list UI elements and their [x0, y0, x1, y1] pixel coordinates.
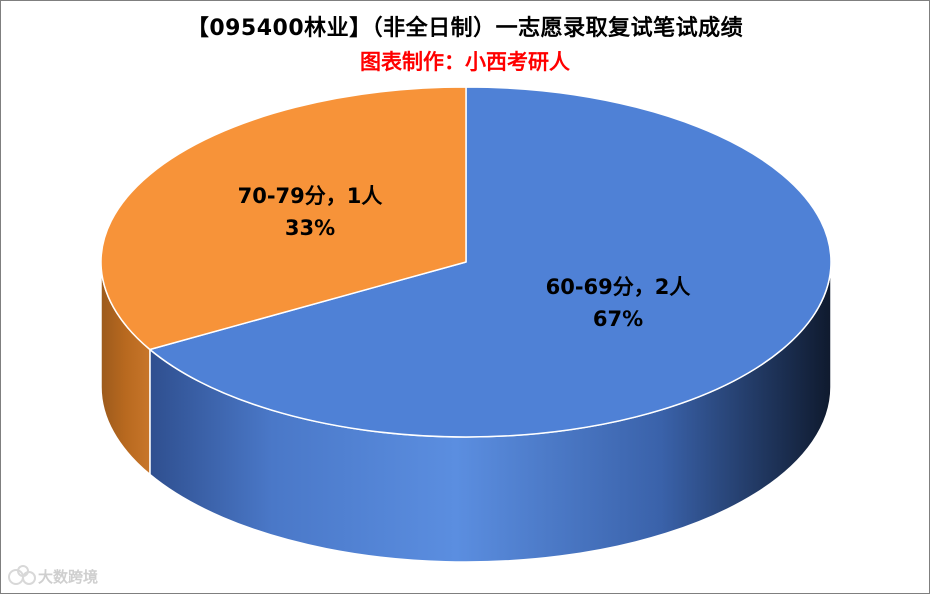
chart-title: 【095400林业】（非全日制）一志愿录取复试笔试成绩 — [186, 16, 744, 41]
slice-60-69 — [149, 86, 832, 438]
watermark-text: 大数跨境 — [38, 567, 99, 586]
data-label-70-79-category: 70-79分，1人 — [238, 184, 383, 208]
slice-70-79 — [100, 86, 467, 351]
data-label-70-79-percent: 33% — [285, 216, 335, 240]
data-label-60-69-percent: 67% — [593, 307, 643, 331]
watermark: 大数跨境 — [8, 563, 98, 589]
data-label-60-69-category: 60-69分，2人 — [546, 275, 691, 299]
logo-icon — [8, 565, 36, 587]
chart-subtitle: 图表制作：小西考研人 — [360, 50, 570, 74]
